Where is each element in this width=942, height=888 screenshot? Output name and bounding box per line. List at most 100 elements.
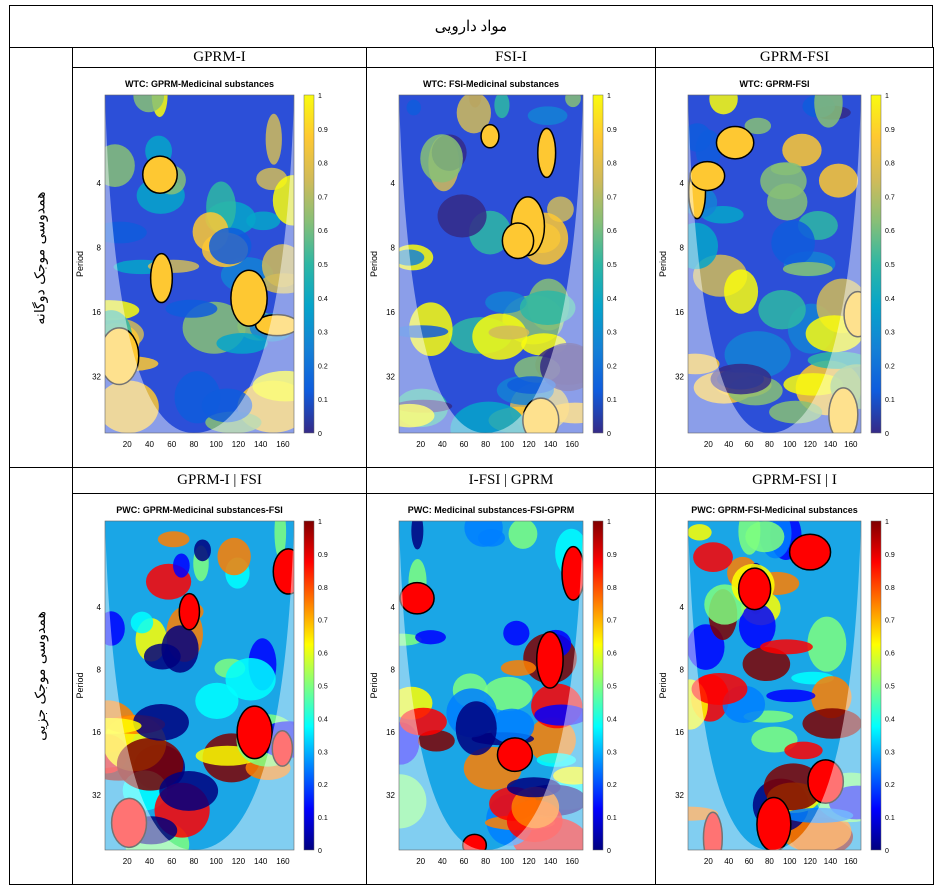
y-tick-label: 32 xyxy=(675,790,684,799)
significant-region xyxy=(537,127,557,178)
coherence-blob xyxy=(508,520,538,549)
colorbar-tick-label: 0.1 xyxy=(885,815,895,822)
colorbar-tick-label: 0.7 xyxy=(607,617,617,624)
cone-of-influence xyxy=(399,520,583,850)
significant-region xyxy=(828,386,859,433)
coherence-blob xyxy=(272,174,294,226)
colorbar-tick-label: 0.9 xyxy=(885,126,895,133)
colorbar-tick-label: 0.6 xyxy=(607,650,617,657)
plot-title: PWC: GPRM-FSI-Medicinal substances xyxy=(691,505,858,515)
x-tick-label: 160 xyxy=(565,440,579,449)
x-tick-label: 40 xyxy=(724,440,733,449)
colorbar-tick-label: 0.1 xyxy=(885,397,895,404)
coherence-field xyxy=(105,94,294,433)
y-tick-label: 16 xyxy=(92,307,101,316)
row-label-text: همدوسی موجک جزیی xyxy=(33,611,49,741)
coherence-field xyxy=(688,520,861,850)
coherence-blob xyxy=(688,222,719,269)
colorbar-tick-label: 0.5 xyxy=(318,262,328,269)
coherence-blob xyxy=(194,538,211,561)
coherence-blob xyxy=(456,94,491,133)
colorbar-tick-label: 1 xyxy=(607,519,611,526)
significant-region xyxy=(105,326,140,385)
panel-caption: FSI-I xyxy=(366,47,656,68)
significant-region xyxy=(272,547,294,595)
x-tick-label: 120 xyxy=(232,440,246,449)
coherence-blob xyxy=(709,94,738,114)
x-tick-label: 20 xyxy=(416,440,425,449)
y-tick-label: 8 xyxy=(680,665,685,674)
significant-region xyxy=(178,592,201,631)
panel-plot: WTC: FSI-Medicinal substances 4 8 16 32 Perio… xyxy=(366,67,656,468)
colorbar-tick-label: 0.9 xyxy=(607,126,617,133)
colorbar-tick-label: 0.5 xyxy=(885,262,895,269)
panel-caption: GPRM-I xyxy=(72,47,367,68)
coherence-blob xyxy=(159,770,219,811)
colorbar-tick-label: 0.9 xyxy=(607,551,617,558)
x-tick-label: 160 xyxy=(276,440,290,449)
x-tick-label: 40 xyxy=(438,440,447,449)
x-tick-label: 140 xyxy=(824,857,838,866)
x-tick-label: 120 xyxy=(522,440,536,449)
colorbar-tick-label: 0.6 xyxy=(318,650,328,657)
x-tick-label: 140 xyxy=(544,440,558,449)
coherence-blob xyxy=(710,363,772,394)
colorbar-tick-label: 1 xyxy=(318,519,322,526)
coherence-blob xyxy=(784,807,854,823)
coherence-blob xyxy=(519,289,576,325)
plot-title: WTC: GPRM-Medicinal substances xyxy=(125,79,274,89)
panel-caption: GPRM-FSI xyxy=(655,47,934,68)
wavelet-plot: WTC: FSI-Medicinal substances 4 8 16 32 Perio… xyxy=(369,79,617,449)
significant-region xyxy=(271,729,294,767)
colorbar-tick-label: 1 xyxy=(885,93,889,100)
panel-plot: PWC: GPRM-FSI-Medicinal substances 4 8 16 32… xyxy=(655,493,934,885)
coherence-blob xyxy=(540,342,583,391)
panel-caption-text: FSI-I xyxy=(495,49,527,65)
significant-region xyxy=(535,630,564,689)
plot-frame xyxy=(104,520,295,850)
row-label: همدوسی موجک دوگانه xyxy=(9,47,73,468)
colorbar-tick-label: 0.5 xyxy=(885,683,895,690)
colorbar-tick-label: 0.2 xyxy=(607,782,617,789)
y-tick-label: 16 xyxy=(386,728,395,737)
x-tick-label: 60 xyxy=(459,857,468,866)
coherence-blob xyxy=(818,163,859,198)
cone-of-influence xyxy=(688,94,861,433)
coherence-blob xyxy=(225,657,276,700)
coherence-blob xyxy=(751,726,798,753)
coherence-blob xyxy=(807,616,847,672)
coherence-blob xyxy=(485,290,527,313)
x-tick-label: 20 xyxy=(416,857,425,866)
y-axis-label: Period xyxy=(369,672,379,698)
coherence-blob xyxy=(534,704,583,726)
x-tick-label: 120 xyxy=(522,857,536,866)
colorbar-tick-label: 0.3 xyxy=(885,749,895,756)
panel-plot: WTC: GPRM-Medicinal substances 4 8 16 32 Peri… xyxy=(72,67,367,468)
coherence-blob xyxy=(802,707,861,739)
coherence-blob xyxy=(688,523,712,541)
colorbar-tick-label: 0.7 xyxy=(318,617,328,624)
plot-frame xyxy=(398,520,584,850)
plot-title: WTC: GPRM-FSI xyxy=(740,79,810,89)
coherence-blob xyxy=(252,370,294,401)
coherence-blob xyxy=(771,219,815,265)
significant-region xyxy=(399,581,435,615)
coherence-blob xyxy=(760,638,813,654)
x-tick-label: 20 xyxy=(123,440,132,449)
colorbar-tick-label: 0.9 xyxy=(885,551,895,558)
colorbar-tick-label: 1 xyxy=(318,93,322,100)
plot-title: WTC: FSI-Medicinal substances xyxy=(423,79,559,89)
coherence-blob xyxy=(105,143,135,187)
colorbar-tick-label: 0.3 xyxy=(607,749,617,756)
colorbar-tick-label: 0.5 xyxy=(607,262,617,269)
y-tick-label: 32 xyxy=(675,372,684,381)
coherence-blob xyxy=(399,324,449,338)
significant-region xyxy=(689,160,726,191)
colorbar-tick-label: 0 xyxy=(318,431,322,438)
significant-region xyxy=(522,396,560,433)
colorbar-tick-label: 0.2 xyxy=(885,782,895,789)
coherence-blob xyxy=(399,773,427,828)
significant-region xyxy=(807,758,845,804)
coherence-blob xyxy=(769,400,823,423)
panel-caption-text: I-FSI | GPRM xyxy=(468,472,554,488)
